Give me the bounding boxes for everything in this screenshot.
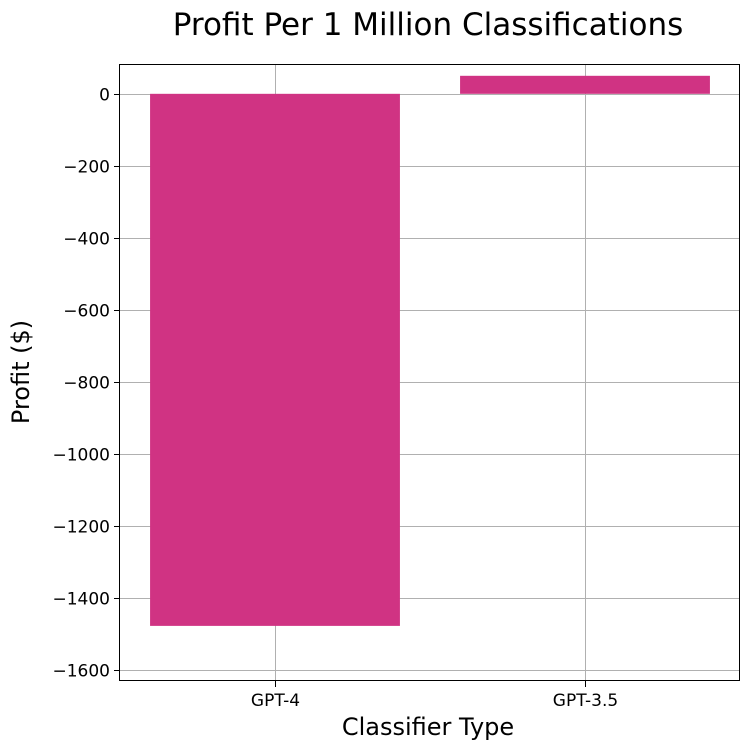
plot-frame <box>119 64 740 681</box>
y-axis-label: Profit ($) <box>7 320 35 424</box>
chart-title: Profit Per 1 Million Classifications <box>173 7 684 43</box>
bar-gpt-4 <box>150 93 400 626</box>
bars <box>150 75 710 626</box>
y-axis-ticks: 0 −200 −400 −600 −800 −1000 −1200 −1400 −1600 <box>52 86 120 682</box>
y-tick-label: 0 <box>99 86 110 106</box>
y-tick-label: −1000 <box>52 446 110 466</box>
y-tick-label: −600 <box>63 302 110 322</box>
x-tick-label: GPT-4 <box>251 691 300 711</box>
y-tick-label: −1200 <box>52 518 110 538</box>
y-tick-label: −800 <box>63 374 110 394</box>
x-tick-label: GPT-3.5 <box>553 691 618 711</box>
y-tick-label: −1600 <box>52 662 110 682</box>
y-tick-label: −1400 <box>52 590 110 610</box>
y-tick-label: −200 <box>63 158 110 178</box>
bar-gpt-3-5 <box>460 75 710 94</box>
x-axis-ticks: GPT-4 GPT-3.5 <box>251 681 618 711</box>
y-tick-label: −400 <box>63 230 110 250</box>
x-axis-label: Classifier Type <box>342 713 514 741</box>
